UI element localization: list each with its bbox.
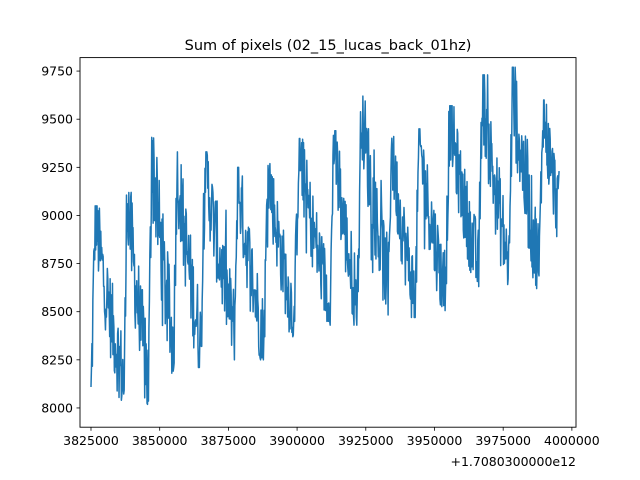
x-tick-label: 3975000 [475, 433, 531, 448]
y-tick-label: 8000 [41, 400, 73, 415]
x-tick-label: 3900000 [269, 433, 325, 448]
y-tick-label: 9500 [41, 112, 73, 127]
y-axis: 8000 8250 8500 8750 9000 9250 9500 9750 [41, 64, 80, 415]
x-tick-label: 3950000 [407, 433, 463, 448]
chart-title: Sum of pixels (02_15_lucas_back_01hz) [185, 38, 472, 54]
x-offset-label: +1.7080300000e12 [450, 454, 576, 469]
y-tick-label: 9250 [41, 160, 73, 175]
x-tick-label: 4000000 [544, 433, 600, 448]
y-tick-label: 8750 [41, 256, 73, 271]
y-tick-label: 8500 [41, 304, 73, 319]
x-axis: 3825000 3850000 3875000 3900000 3925000 39500… [63, 427, 600, 448]
y-tick-label: 9750 [41, 64, 73, 79]
x-tick-label: 3875000 [201, 433, 257, 448]
y-tick-label: 9000 [41, 208, 73, 223]
x-tick-label: 3925000 [338, 433, 394, 448]
x-tick-label: 3850000 [132, 433, 188, 448]
y-tick-label: 8250 [41, 352, 73, 367]
x-tick-label: 3825000 [63, 433, 119, 448]
plot-area [90, 66, 560, 406]
series-line [90, 66, 560, 406]
axes-frame [79, 57, 577, 428]
